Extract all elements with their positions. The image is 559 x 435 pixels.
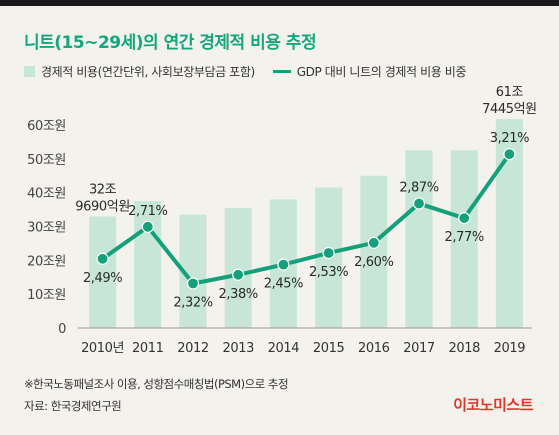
chart-legend: 경제적 비용(연간단위, 사회보장부담금 포함) GDP 대비 니트의 경제적 … <box>24 62 466 80</box>
bar <box>134 201 162 328</box>
bar <box>360 175 388 328</box>
x-tick-label: 2012 <box>177 341 208 356</box>
line-value-label: 2,32% <box>173 295 212 310</box>
bar <box>224 207 252 328</box>
line-value-label: 2,71% <box>128 204 167 219</box>
line-point <box>277 258 290 271</box>
brand-logo: 이코노미스트 <box>453 396 533 414</box>
x-tick-label: 2011 <box>132 341 164 356</box>
line-value-label: 2,77% <box>445 230 484 245</box>
top-border <box>0 0 559 6</box>
line-value-label: 2,38% <box>219 287 258 302</box>
y-tick-label: 50조원 <box>27 153 66 168</box>
line-point <box>232 268 245 281</box>
line-point <box>186 277 200 290</box>
x-tick-label: 2017 <box>403 341 435 356</box>
y-tick-label: 30조원 <box>27 221 66 236</box>
line-point <box>141 220 154 233</box>
line-point <box>503 148 516 161</box>
line-value-label: 2,87% <box>399 181 438 196</box>
x-tick-label: 2014 <box>268 341 300 356</box>
y-tick-label: 40조원 <box>27 187 66 202</box>
bar-value-label: 7445억원 <box>482 102 537 117</box>
line-point <box>367 236 380 249</box>
line-point <box>322 246 335 260</box>
series-line <box>100 152 512 286</box>
line-point <box>96 252 109 265</box>
legend-bar-swatch <box>24 65 35 77</box>
y-tick-label: 60조원 <box>27 119 66 134</box>
bar-value-label: 32조 <box>89 182 117 197</box>
legend-bar-label: 경제적 비용(연간단위, 사회보장부담금 포함) <box>41 64 255 79</box>
line-value-label: 2,53% <box>309 265 348 280</box>
bar-value-label: 9690억원 <box>75 199 130 214</box>
x-tick-label: 2018 <box>448 341 480 356</box>
bar <box>89 216 117 328</box>
source-note: 자료: 한국경제연구원 <box>24 399 122 413</box>
y-tick-label: 10조원 <box>27 288 66 303</box>
chart-title: 니트(15~29세)의 연간 경제적 비용 추정 <box>24 33 317 53</box>
x-tick-label: 2010년 <box>81 341 124 356</box>
bar-value-label: 61조 <box>496 85 524 100</box>
x-tick-label: 2016 <box>358 341 390 356</box>
legend-line-swatch <box>272 69 291 73</box>
x-tick-label: 2013 <box>222 341 254 356</box>
line-value-label: 2,60% <box>354 255 393 270</box>
bar <box>450 150 478 328</box>
line-point <box>458 211 471 225</box>
line-value-label: 2,49% <box>83 271 122 286</box>
line-point <box>412 197 426 210</box>
line-value-label: 3,21% <box>490 131 529 146</box>
x-tick-label: 2019 <box>494 341 526 356</box>
y-tick-label: 20조원 <box>27 254 66 269</box>
bar <box>405 150 433 328</box>
x-tick-label: 2015 <box>313 341 345 356</box>
footnote: ※한국노동패널조사 이용, 성향점수매칭법(PSM)으로 추정 <box>24 377 289 391</box>
y-tick-label: 0 <box>58 322 66 337</box>
legend-line-label: GDP 대비 니트의 경제적 비용 비중 <box>296 64 467 79</box>
line-value-label: 2,45% <box>264 277 303 292</box>
